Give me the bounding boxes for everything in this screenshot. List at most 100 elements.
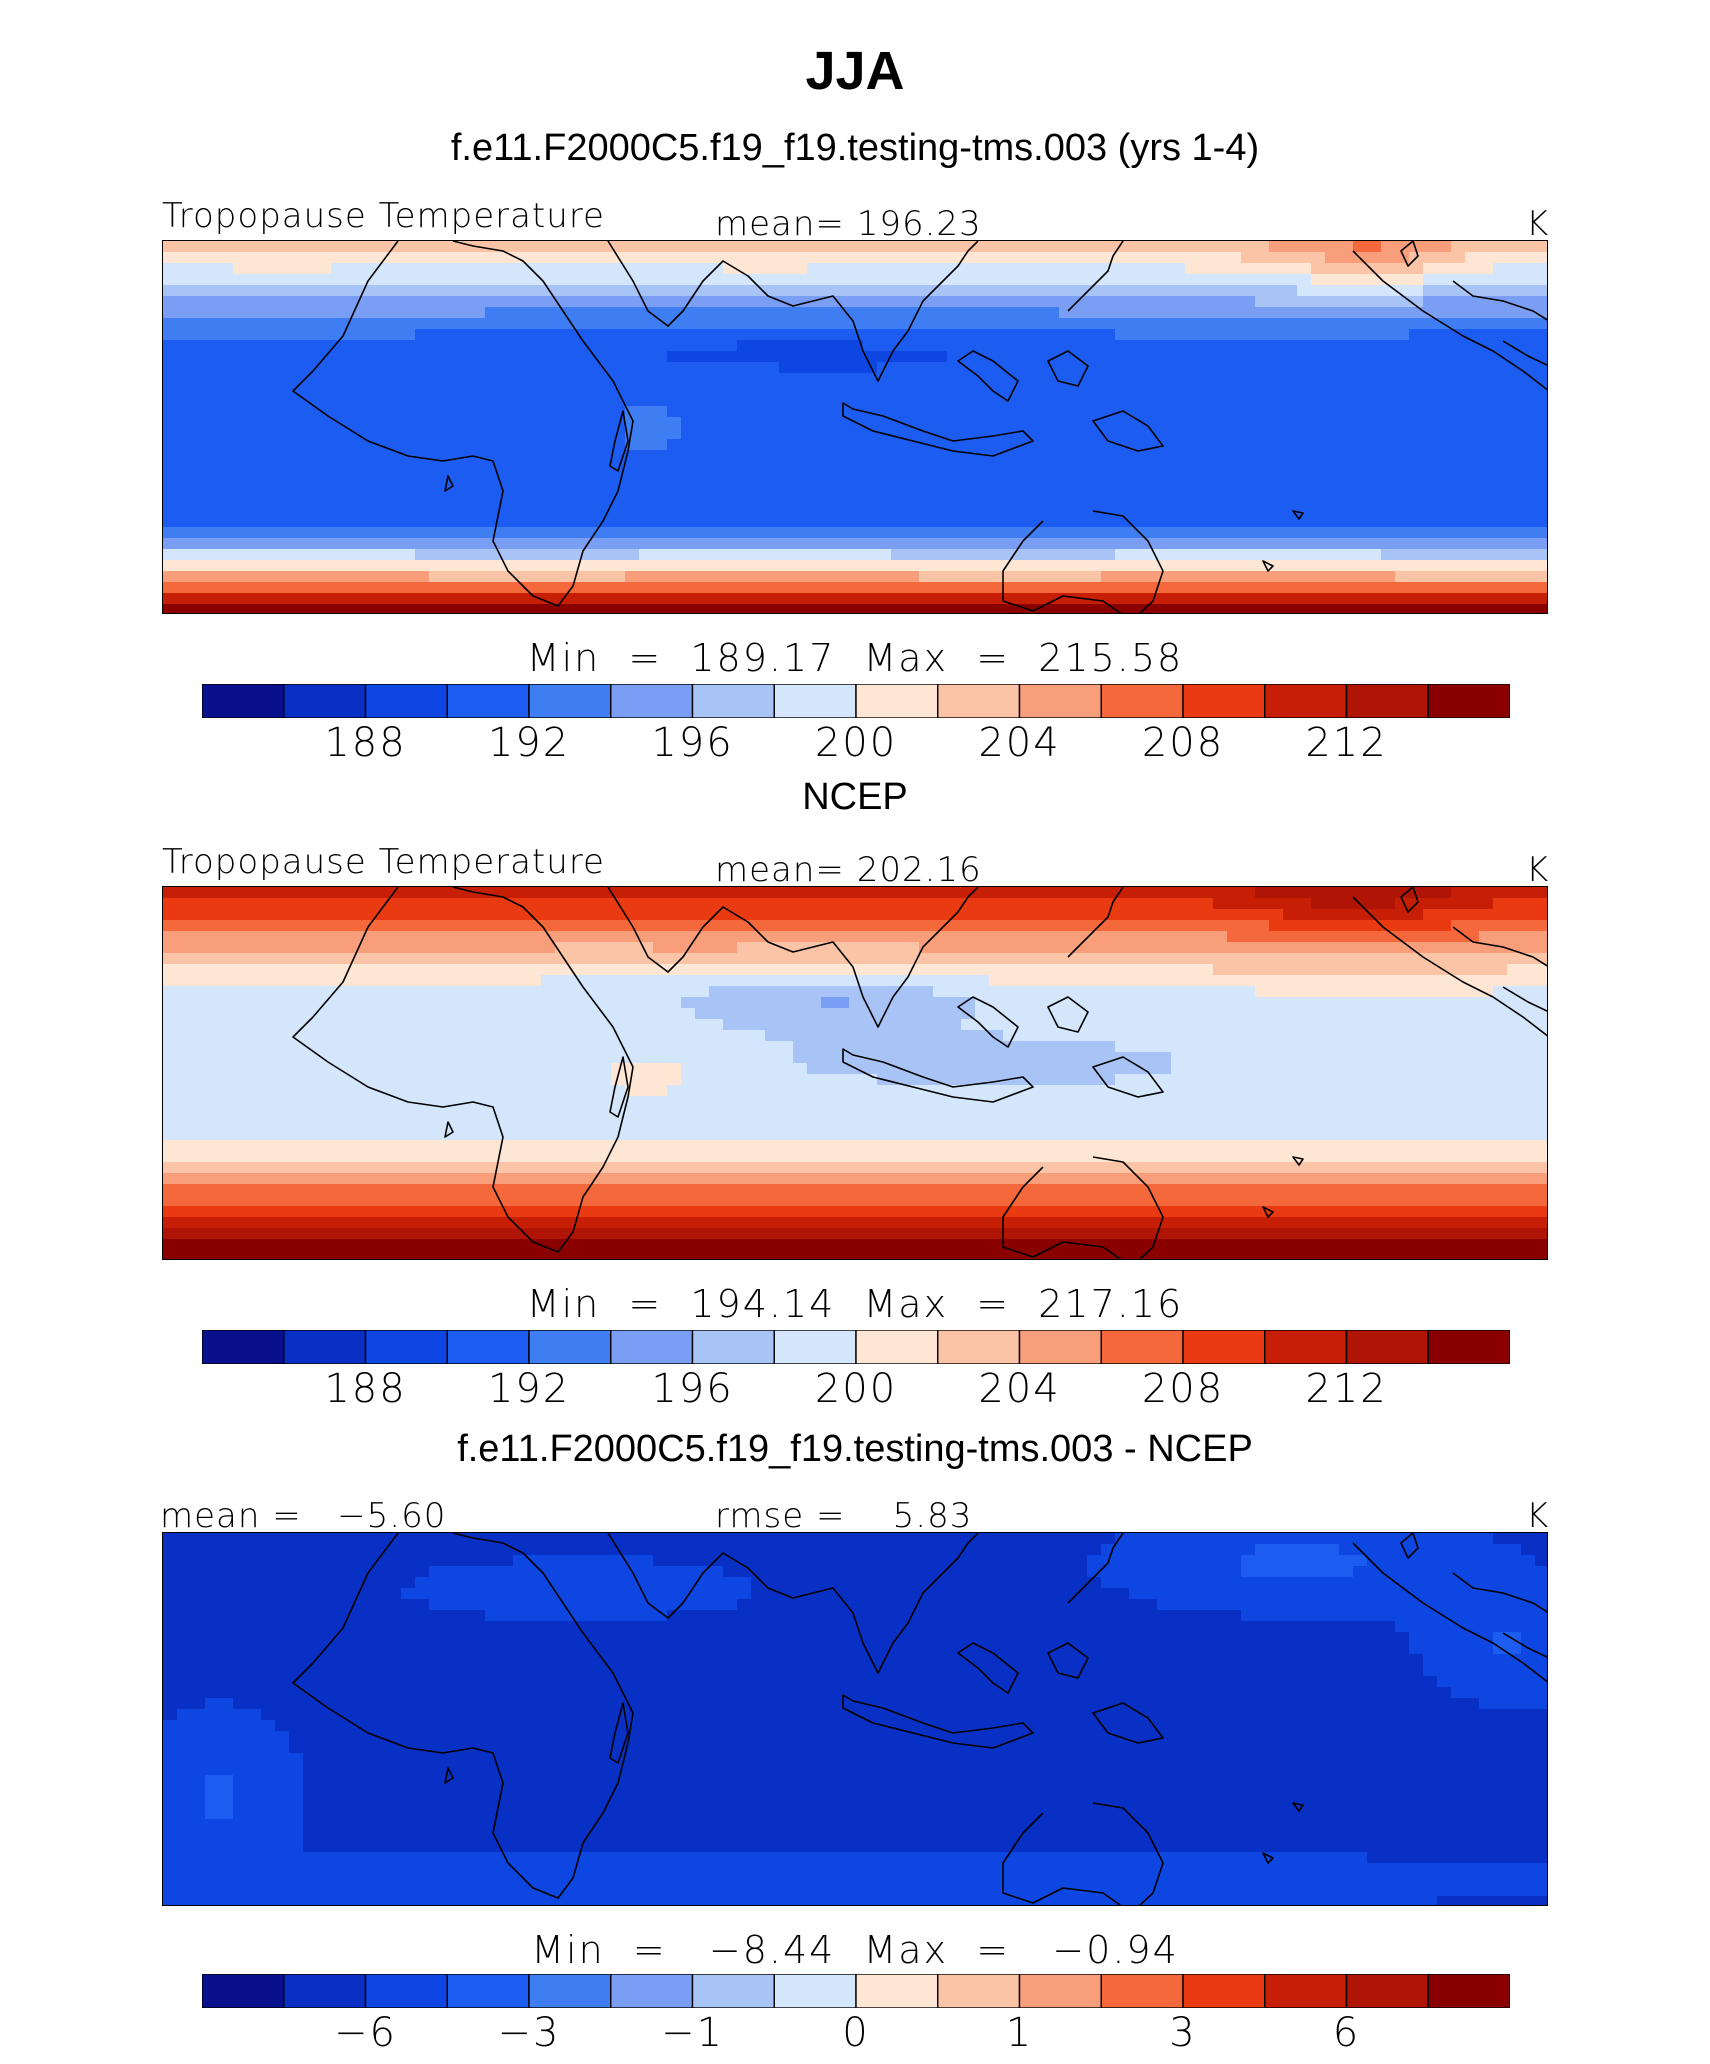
colorbar-swatch (855, 684, 939, 718)
colorbar-swatch (364, 684, 448, 718)
colorbar-swatch (773, 1974, 857, 2008)
colorbar-tick-label: 200 (814, 1366, 898, 1412)
coastline-segment (1262, 1852, 1274, 1864)
colorbar-tick-label: 196 (651, 1366, 734, 1412)
coastline-segment (292, 887, 634, 1253)
colorbar-swatch (610, 684, 694, 718)
coastline-segment (1352, 1542, 1547, 1683)
colorbar-tick-label: 212 (1305, 720, 1388, 766)
coastline-segment (1047, 996, 1089, 1033)
colorbar-swatch (1100, 1974, 1184, 2008)
colorbar-swatch (691, 1330, 775, 1364)
coastline-segment (1502, 1632, 1547, 1658)
coastline-segment (1092, 1156, 1164, 1259)
panel-2-title: NCEP (802, 776, 908, 818)
colorbar-tick-label: 0 (842, 2010, 870, 2056)
coastline-segment (1002, 1166, 1122, 1259)
coastline-segment (444, 475, 454, 492)
panel-1-minmax: Min = 189.17 Max = 215.58 (526, 636, 1184, 680)
panel-1-map (162, 240, 1548, 614)
coastline-segment (1262, 1206, 1274, 1218)
panel-3-map-svg (163, 1533, 1547, 1905)
colorbar-swatch (1345, 1330, 1429, 1364)
colorbar-swatch (364, 1974, 448, 2008)
colorbar-tick-label: −1 (661, 2010, 724, 2056)
colorbar-swatch (446, 1974, 530, 2008)
colorbar-tick-label: 6 (1332, 2010, 1361, 2056)
coastline-segment (1067, 887, 1124, 958)
coastline-segment (609, 1056, 629, 1118)
panel-2-map-svg (163, 887, 1547, 1259)
colorbar-swatch (610, 1330, 694, 1364)
coastline-segment (444, 1121, 454, 1138)
panel-2-contour-fill (163, 887, 1547, 1259)
colorbar-swatch (446, 684, 530, 718)
panel-3-title: f.e11.F2000C5.f19_f19.testing-tms.003 - … (457, 1428, 1253, 1470)
colorbar-tick-label: 188 (324, 1366, 407, 1412)
colorbar-swatch (1427, 1330, 1510, 1364)
colorbar-swatch (691, 1974, 775, 2008)
coastline-segment (1400, 887, 1419, 913)
panel-3-mean: mean = −5.60 (160, 1496, 447, 1536)
colorbar-tick-label: 188 (324, 720, 407, 766)
panel-3-contour-fill (163, 1533, 1547, 1905)
colorbar-tick-label: 200 (814, 720, 898, 766)
coastline-segment (444, 1767, 454, 1784)
colorbar-swatch (283, 1330, 367, 1364)
figure-title: JJA (805, 41, 905, 101)
coastline-segment (1502, 986, 1547, 1012)
colorbar-swatch (283, 1974, 367, 2008)
colorbar-swatch (1018, 684, 1102, 718)
colorbar-swatch (202, 1330, 285, 1364)
colorbar-swatch (855, 1974, 939, 2008)
colorbar-swatch (773, 684, 857, 718)
colorbar-tick-label: 192 (487, 1366, 571, 1412)
colorbar-swatch (1018, 1330, 1102, 1364)
panel-1-variable: Tropopause Temperature (162, 196, 605, 236)
panel-2-variable: Tropopause Temperature (162, 842, 605, 882)
panel-2-colorbar-labels: 188 192 196 200 204 208 212 (0, 1366, 1710, 1412)
coastline-segment (842, 1694, 1034, 1749)
colorbar-swatch (283, 684, 367, 718)
coastline-segment (1292, 510, 1304, 520)
colorbar-swatch (528, 1330, 612, 1364)
coastline-segment (1047, 1642, 1089, 1679)
panel-1-colorbar-labels: 188 192 196 200 204 208 212 (0, 720, 1710, 766)
coastline-segment (609, 1702, 629, 1764)
coastline-segment (292, 241, 634, 607)
panel-1-contour-fill (163, 241, 1547, 613)
panel-1-title: f.e11.F2000C5.f19_f19.testing-tms.003 (y… (450, 127, 1260, 169)
colorbar-tick-label: 208 (1141, 1366, 1225, 1412)
coastline-segment (957, 996, 1019, 1048)
coastline-segment (1452, 1572, 1547, 1613)
panel-3-coastlines (292, 1533, 1547, 1905)
colorbar-swatch (528, 684, 612, 718)
colorbar-tick-label: 192 (487, 720, 571, 766)
coastline-segment (1092, 1802, 1164, 1905)
colorbar-swatch (446, 1330, 530, 1364)
coastline-segment (1452, 280, 1547, 321)
coastline-segment (1002, 1812, 1122, 1905)
coastline-segment (957, 350, 1019, 402)
panel-1-map-svg (163, 241, 1547, 613)
colorbar-swatch (1018, 1974, 1102, 2008)
coastline-segment (1352, 896, 1547, 1037)
colorbar-tick-label: 3 (1169, 2010, 1197, 2056)
panel-3-colorbar (202, 1974, 1510, 2008)
colorbar-swatch (1100, 684, 1184, 718)
coastline-segment (1092, 510, 1164, 613)
colorbar-swatch (202, 684, 285, 718)
colorbar-swatch (1427, 1974, 1510, 2008)
colorbar-tick-label: 208 (1141, 720, 1225, 766)
panel-2-colorbar (202, 1330, 1510, 1364)
colorbar-swatch (202, 1974, 285, 2008)
colorbar-swatch (1100, 1330, 1184, 1364)
colorbar-swatch (1264, 684, 1348, 718)
coastline-segment (1092, 1702, 1164, 1744)
coastline-segment (1092, 410, 1164, 452)
colorbar-tick-label: −6 (334, 2010, 397, 2056)
colorbar-swatch (937, 684, 1021, 718)
panel-1-colorbar (202, 684, 1510, 718)
colorbar-swatch (937, 1974, 1021, 2008)
coastline-segment (609, 410, 629, 472)
